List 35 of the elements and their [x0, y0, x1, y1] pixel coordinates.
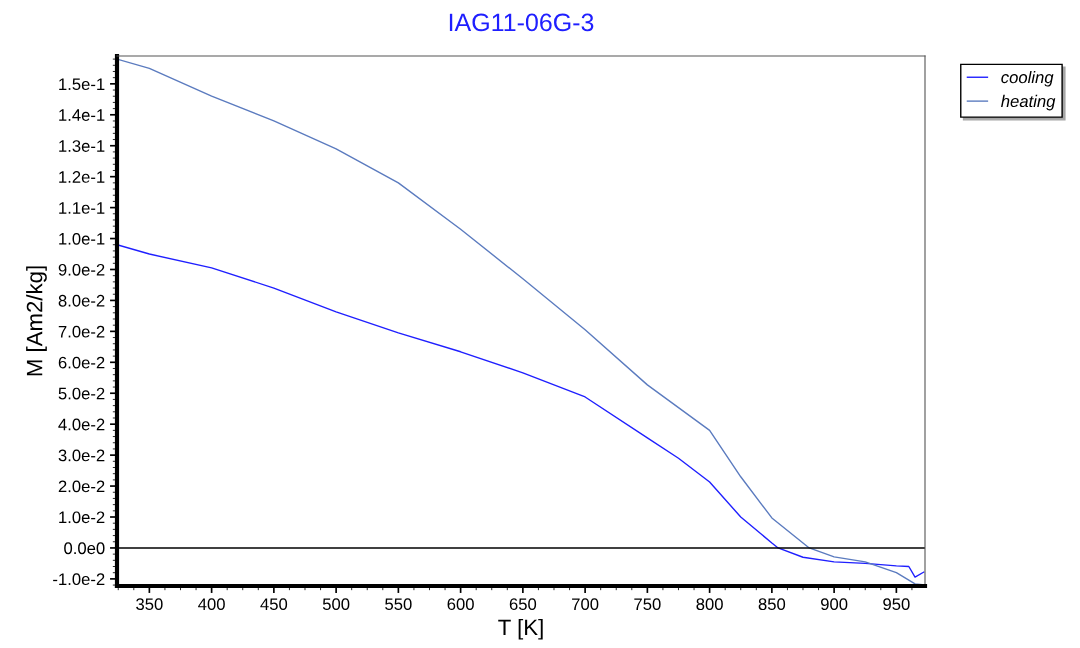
y-tick-label: 7.0e-2 [58, 325, 105, 338]
y-tick-label: 4.0e-2 [58, 418, 105, 431]
y-tick-label: 1.0e-1 [59, 232, 105, 245]
y-tick-label: 9.0e-2 [58, 263, 105, 276]
y-tick-label: 1.4e-1 [59, 109, 105, 121]
x-tick-label: 850 [758, 598, 786, 611]
x-tick-label: 450 [260, 598, 288, 611]
x-tick-label: 600 [447, 598, 474, 611]
y-tick-label: -1.0e-2 [53, 573, 105, 586]
x-axis-title: T [K] [498, 618, 543, 640]
x-tick-label: 800 [696, 598, 723, 611]
y-tick-label: 1.1e-1 [59, 202, 105, 214]
legend-label: heating [1001, 94, 1056, 111]
y-tick-label: 1.3e-1 [59, 140, 105, 152]
y-tick-label: 5.0e-2 [58, 387, 105, 400]
y-tick-label: 1.5e-1 [59, 78, 105, 91]
legend-label: cooling [1001, 71, 1054, 87]
x-tick-label: 950 [883, 598, 910, 611]
y-tick-label: 2.0e-2 [58, 480, 105, 493]
x-tick-label: 400 [198, 598, 225, 611]
x-tick-label: 750 [634, 598, 661, 611]
x-tick-label: 700 [572, 598, 599, 611]
y-tick-label: 1.0e-2 [59, 511, 105, 524]
x-tick-label: 900 [820, 598, 848, 611]
chart-title: IAG11-06G-3 [449, 13, 594, 32]
x-tick-label: 550 [385, 598, 412, 611]
y-tick-label: 0.0e0 [64, 542, 105, 555]
x-tick-label: 350 [136, 598, 163, 611]
x-tick-label: 650 [509, 598, 537, 611]
x-tick-label: 500 [322, 598, 350, 611]
y-tick-label: 6.0e-2 [58, 356, 105, 369]
y-axis-title: M [Am2/kg] [26, 266, 47, 376]
y-tick-label: 8.0e-2 [58, 294, 105, 307]
y-tick-label: 3.0e-2 [58, 449, 105, 462]
y-tick-label: 1.2e-1 [59, 171, 105, 183]
